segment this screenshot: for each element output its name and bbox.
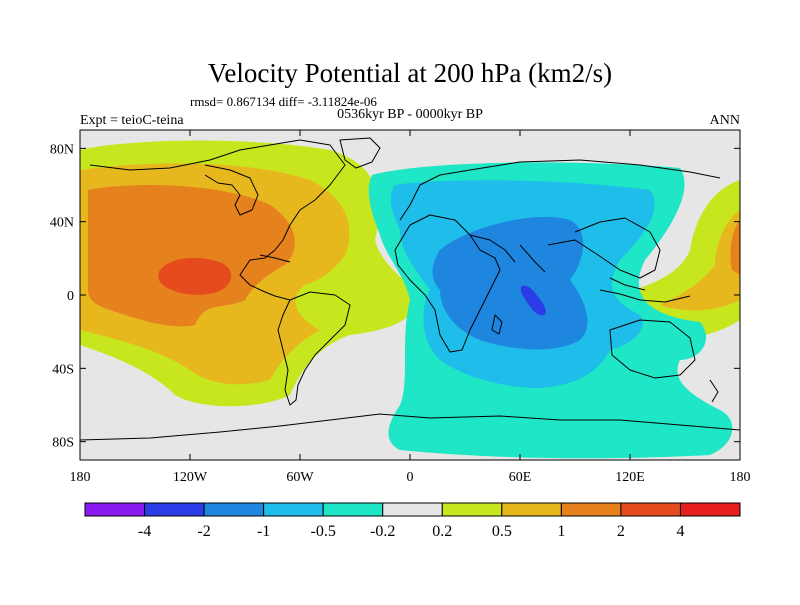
legend-level-label: -4 — [138, 523, 151, 540]
color-legend: -4 -2 -1 -0.5 -0.2 0.2 0.5 1 2 4 — [84, 502, 741, 540]
y-tick-label: 0 — [67, 289, 74, 304]
legend-swatch — [560, 502, 622, 517]
legend-level-label: -1 — [257, 523, 270, 540]
contour-fields — [80, 140, 740, 459]
field-pos-1-east — [730, 220, 740, 275]
period-label: 0536kyr BP - 0000kyr BP — [337, 107, 483, 122]
x-tick-label: 180 — [730, 470, 751, 485]
x-tick-label: 0 — [407, 470, 414, 485]
legend-swatch — [322, 502, 384, 517]
field-neg-2 — [520, 285, 546, 316]
legend-swatch — [84, 502, 146, 517]
experiment-label: Expt = teioC-teina — [80, 113, 184, 128]
field-neg-1 — [432, 216, 588, 350]
x-tick-label: 180 — [70, 470, 91, 485]
x-tick-label: 60E — [509, 470, 532, 485]
legend-swatch — [263, 502, 324, 517]
stats-label: rmsd= 0.867134 diff= -3.11824e-06 — [190, 94, 377, 109]
legend-swatch — [441, 502, 503, 517]
legend-level-label: 0.5 — [492, 523, 512, 540]
field-pos-1 — [88, 185, 295, 327]
season-label: ANN — [710, 113, 740, 128]
legend-swatch — [203, 502, 265, 517]
legend-level-label: -0.2 — [370, 523, 395, 540]
x-tick-label: 120E — [615, 470, 645, 485]
chart-title: Velocity Potential at 200 hPa (km2/s) — [208, 58, 612, 88]
coastlines — [80, 137, 740, 441]
field-pos-0.5-east — [660, 210, 740, 311]
legend-level-label: -0.5 — [311, 523, 336, 540]
legend-level-label: 4 — [676, 523, 684, 540]
legend-level-label: -2 — [197, 523, 210, 540]
y-tick-label: 80N — [50, 142, 74, 157]
legend-swatch — [620, 502, 681, 517]
y-tick-label: 40S — [52, 362, 74, 377]
legend-level-label: 0.2 — [432, 523, 452, 540]
legend-level-label: 1 — [557, 523, 565, 540]
axis-ticks: 180 120W 60W 0 60E 120E 180 80N 40N 0 40S 80S — [50, 130, 751, 485]
legend-swatch — [144, 502, 205, 517]
legend-swatch — [501, 502, 562, 517]
x-tick-label: 60W — [286, 470, 314, 485]
field-pos-2 — [158, 257, 232, 295]
legend-level-label: 2 — [617, 523, 625, 540]
legend-swatch — [382, 502, 443, 517]
y-tick-label: 80S — [52, 436, 74, 451]
x-tick-label: 120W — [173, 470, 208, 485]
legend-swatch — [679, 502, 741, 517]
y-tick-label: 40N — [50, 216, 74, 231]
